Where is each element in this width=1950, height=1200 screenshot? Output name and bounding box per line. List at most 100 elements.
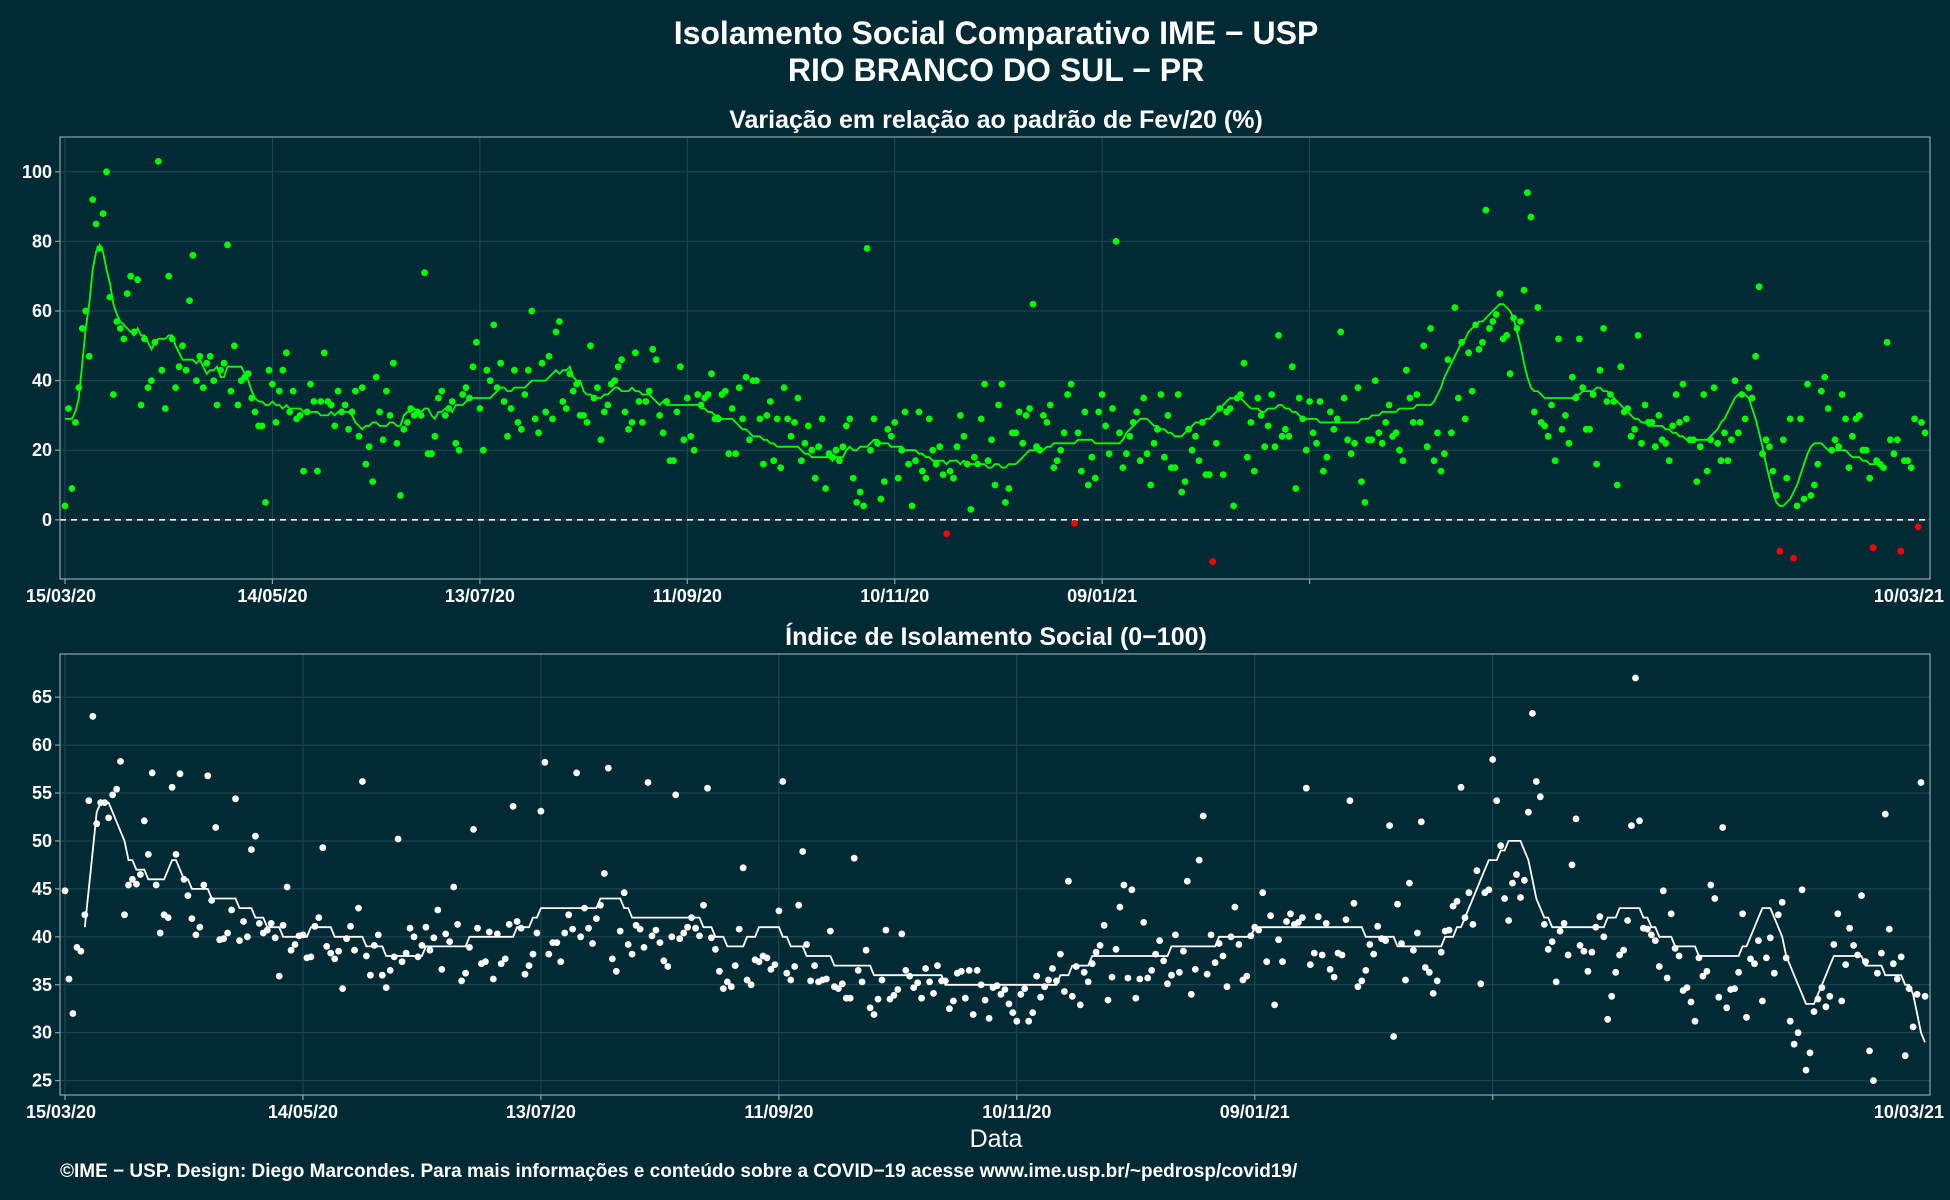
data-point xyxy=(434,906,442,914)
panel2-title: Índice de Isolamento Social (0−100) xyxy=(785,622,1207,651)
data-point xyxy=(894,986,902,993)
data-point xyxy=(842,422,850,430)
footer-caption: ©IME − USP. Design: Diego Marcondes. Par… xyxy=(60,1161,1298,1182)
data-point xyxy=(1109,405,1116,412)
data-point xyxy=(208,897,216,904)
data-point xyxy=(1244,453,1251,461)
data-point xyxy=(1306,961,1314,968)
data-point xyxy=(549,415,556,423)
data-point xyxy=(144,384,152,391)
data-point xyxy=(1187,990,1195,998)
data-point xyxy=(794,394,802,402)
data-point xyxy=(172,851,180,858)
data-point xyxy=(1148,967,1156,974)
data-point xyxy=(1589,391,1597,398)
data-point xyxy=(1608,992,1616,1000)
data-point xyxy=(836,457,843,465)
data-point xyxy=(898,930,906,938)
data-point xyxy=(1394,900,1401,908)
data-point xyxy=(1719,824,1727,831)
data-point xyxy=(1333,415,1341,423)
data-point xyxy=(770,457,778,465)
data-point xyxy=(165,272,173,280)
data-point xyxy=(668,933,676,941)
data-point xyxy=(715,415,722,423)
data-point xyxy=(1828,446,1836,454)
data-point xyxy=(101,799,109,806)
data-point xyxy=(1810,1008,1818,1015)
data-point xyxy=(528,307,536,315)
data-point xyxy=(573,769,580,777)
data-point xyxy=(525,962,533,969)
data-point xyxy=(908,502,916,510)
data-point xyxy=(1250,467,1258,475)
data-point xyxy=(1679,380,1687,388)
data-point xyxy=(1889,960,1897,968)
data-point xyxy=(1854,951,1861,959)
data-point xyxy=(1347,450,1355,458)
data-point xyxy=(1318,951,1326,959)
data-point xyxy=(1482,206,1490,214)
data-point xyxy=(231,342,238,350)
data-point xyxy=(117,758,124,765)
data-point xyxy=(777,464,785,471)
data-point xyxy=(1152,950,1159,958)
data-point xyxy=(1067,380,1075,388)
data-point xyxy=(1669,422,1676,430)
data-point xyxy=(767,966,775,973)
data-point xyxy=(704,391,712,398)
data-point xyxy=(1651,937,1659,944)
y-tick-label: 30 xyxy=(32,1023,52,1043)
data-point xyxy=(1037,993,1044,1001)
data-point xyxy=(518,425,525,433)
data-point xyxy=(1247,932,1255,940)
data-point xyxy=(1437,467,1445,475)
data-point xyxy=(1226,405,1234,412)
data-point xyxy=(244,933,251,941)
data-point xyxy=(997,990,1005,998)
data-point xyxy=(1445,926,1453,934)
y-tick-label: 50 xyxy=(32,831,52,851)
data-point xyxy=(355,432,363,440)
data-point xyxy=(1804,380,1811,388)
data-point xyxy=(1475,345,1483,353)
data-point xyxy=(1724,457,1732,465)
data-point xyxy=(474,924,481,932)
data-point xyxy=(919,467,926,475)
data-point xyxy=(963,460,971,468)
data-point xyxy=(1053,977,1060,985)
data-point xyxy=(1313,439,1320,447)
data-point xyxy=(1734,429,1742,437)
data-point xyxy=(394,835,402,843)
data-point xyxy=(1116,903,1124,911)
data-point xyxy=(1707,436,1715,444)
data-point xyxy=(383,387,390,395)
data-point xyxy=(725,450,733,458)
data-point xyxy=(1811,481,1818,489)
data-point xyxy=(1164,980,1171,988)
data-point xyxy=(1842,961,1850,968)
data-point xyxy=(1433,977,1441,985)
data-point xyxy=(352,387,359,395)
data-point xyxy=(1914,523,1922,531)
data-point xyxy=(1172,931,1179,939)
data-point xyxy=(85,797,93,805)
x-tick-label: 15/03/20 xyxy=(26,1102,96,1122)
data-point xyxy=(616,927,624,935)
data-point xyxy=(566,370,574,378)
data-point xyxy=(1160,957,1167,965)
data-point xyxy=(1283,918,1290,925)
data-point xyxy=(1532,778,1540,785)
data-point xyxy=(355,904,362,912)
data-point xyxy=(1665,457,1673,465)
data-point xyxy=(636,925,644,933)
data-point xyxy=(210,377,218,384)
data-point xyxy=(483,366,491,374)
data-point xyxy=(1420,342,1428,350)
data-point xyxy=(442,930,450,938)
data-point xyxy=(589,940,596,947)
data-point xyxy=(993,982,1001,990)
data-point xyxy=(511,366,518,374)
data-point xyxy=(760,460,767,468)
data-point xyxy=(569,925,576,933)
